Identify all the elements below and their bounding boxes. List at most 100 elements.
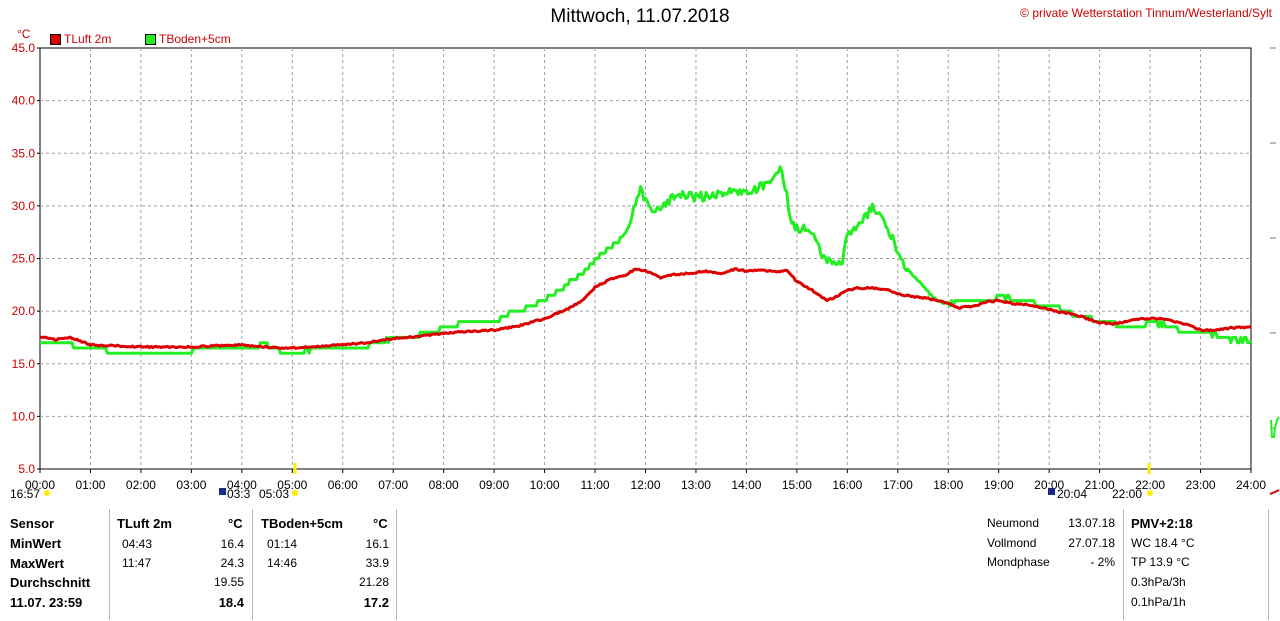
y-tick-label: 35.0 <box>12 146 36 160</box>
moon-label-phase: Mondphase <box>987 555 1050 569</box>
moon-label-full: Vollmond <box>987 536 1037 550</box>
moon-value-new: 13.07.18 <box>1068 516 1115 530</box>
tluft-unit: °C <box>228 516 243 531</box>
x-tick-label: 24:00 <box>1236 478 1266 492</box>
x-tick-label: 13:00 <box>681 478 711 492</box>
row-label-max: MaxWert <box>10 556 64 571</box>
row-label-min: MinWert <box>10 536 62 551</box>
tboden-max: 33.9 <box>365 556 389 570</box>
legend-label-tluft: TLuft 2m <box>64 32 112 46</box>
x-tick-label: 18:00 <box>933 478 963 492</box>
y-tick-label: 45.0 <box>12 41 36 55</box>
y-tick-label: 5.0 <box>18 462 35 476</box>
x-tick-label: 15:00 <box>782 478 812 492</box>
sunset-marker-icon <box>1147 490 1153 496</box>
right-edge-green-segment <box>1270 416 1280 438</box>
x-tick-label: 16:00 <box>832 478 862 492</box>
stats-divider-4 <box>1123 509 1124 620</box>
y-axis-unit: °C <box>17 27 31 41</box>
moon-value-phase: - 2% <box>1090 555 1115 569</box>
x-tick-label: 05:00 <box>277 478 307 492</box>
y-tick-label: 30.0 <box>12 199 36 213</box>
moon-label-new: Neumond <box>987 516 1040 530</box>
x-tick-label: 01:00 <box>75 478 105 492</box>
x-tick-label: 10:00 <box>530 478 560 492</box>
y-tick-label: 25.0 <box>12 252 36 266</box>
y-tick-label: 20.0 <box>12 304 36 318</box>
chart-series <box>39 165 1253 355</box>
row-label-sensor: Sensor <box>10 516 55 531</box>
x-tick-label: 17:00 <box>883 478 913 492</box>
stats-divider-5 <box>1268 509 1269 620</box>
extra-line-tp: TP 13.9 °C <box>1131 555 1190 569</box>
moon-value-full: 27.07.18 <box>1068 536 1115 550</box>
copyright-text: © private Wetterstation Tinnum/Westerlan… <box>1020 6 1272 20</box>
x-axis-ticks: 00:00 01:00 02:00 03:00 04:00 05:00 06:00 07:00… <box>25 469 1266 492</box>
time-marker-moonset: 03:3 <box>227 487 251 501</box>
legend-swatch-red <box>50 33 61 45</box>
stats-divider-3 <box>396 509 397 620</box>
tluft-min: 16.4 <box>220 537 244 551</box>
tluft-max: 24.3 <box>220 556 244 570</box>
x-tick-label: 03:00 <box>176 478 206 492</box>
sun-moon-markers <box>44 463 1153 496</box>
tboden-last: 17.2 <box>363 595 389 610</box>
stats-divider-2 <box>252 509 253 620</box>
tboden-max-time: 14:46 <box>267 556 298 570</box>
x-tick-label: 06:00 <box>328 478 358 492</box>
extra-line-press1h: 0.1hPa/1h <box>1131 595 1186 609</box>
series-line-tluft <box>39 267 1251 350</box>
row-label-last: 11.07. 23:59 <box>10 595 83 610</box>
tboden-min-time: 01:14 <box>267 537 298 551</box>
legend-item-tluft: TLuft 2m <box>50 32 111 46</box>
x-tick-label: 12:00 <box>630 478 660 492</box>
x-tick-label: 08:00 <box>429 478 459 492</box>
x-tick-label: 11:00 <box>580 478 609 492</box>
tboden-unit: °C <box>373 516 388 531</box>
legend-swatch-green <box>145 33 156 45</box>
x-tick-label: 02:00 <box>126 478 156 492</box>
sunrise-marker-icon <box>44 490 50 496</box>
extra-line-press3h: 0.3hPa/3h <box>1131 575 1186 589</box>
y-axis-ticks: 5.0 10.0 15.0 20.0 25.0 30.0 35.0 40.0 45.0 <box>12 41 40 476</box>
moonrise-marker-icon <box>1048 488 1055 495</box>
tboden-min: 16.1 <box>365 537 389 551</box>
tluft-last: 18.4 <box>218 595 244 610</box>
tboden-header: TBoden+5cm <box>261 516 343 531</box>
y-tick-label: 40.0 <box>12 94 36 108</box>
tluft-max-time: 11:47 <box>122 556 152 570</box>
y-tick-label: 10.0 <box>12 409 36 423</box>
sunrise-05-marker-icon <box>292 490 298 496</box>
x-tick-label: 00:00 <box>25 478 55 492</box>
right-margin-ticks <box>1270 47 1276 429</box>
tboden-avg: 21.28 <box>358 575 389 589</box>
extra-line-wc: WC 18.4 °C <box>1131 536 1195 550</box>
x-tick-label: 22:00 <box>1135 478 1165 492</box>
time-marker-0503: 05:03 <box>259 487 290 501</box>
pmv-title: PMV+2:18 <box>1131 516 1193 531</box>
x-tick-label: 14:00 <box>731 478 761 492</box>
x-tick-label: 21:00 <box>1085 478 1115 492</box>
moonset-marker-icon <box>219 488 226 495</box>
tluft-header: TLuft 2m <box>117 516 172 531</box>
x-tick-label: 09:00 <box>479 478 509 492</box>
tluft-min-time: 04:43 <box>122 537 153 551</box>
y-tick-label: 15.0 <box>12 357 36 371</box>
x-tick-label: 07:00 <box>378 478 408 492</box>
time-marker-sunset: 22:00 <box>1112 487 1143 501</box>
legend-item-tboden: TBoden+5cm <box>145 32 231 46</box>
x-tick-label: 23:00 <box>1186 478 1216 492</box>
chart-title: Mittwoch, 11.07.2018 <box>550 6 730 27</box>
right-edge-red-segment <box>1269 489 1280 495</box>
x-tick-label: 04:00 <box>227 478 257 492</box>
tluft-avg: 19.55 <box>213 575 244 589</box>
stats-divider-1 <box>109 509 110 620</box>
x-tick-label: 20:00 <box>1034 478 1064 492</box>
time-marker-moonrise: 20:04 <box>1057 487 1088 501</box>
legend-label-tboden: TBoden+5cm <box>159 32 231 46</box>
x-tick-label: 19:00 <box>984 478 1014 492</box>
time-marker-sunrise: 16:57 <box>10 487 41 501</box>
series-line-tboden <box>40 165 1253 355</box>
row-label-avg: Durchschnitt <box>10 575 91 590</box>
